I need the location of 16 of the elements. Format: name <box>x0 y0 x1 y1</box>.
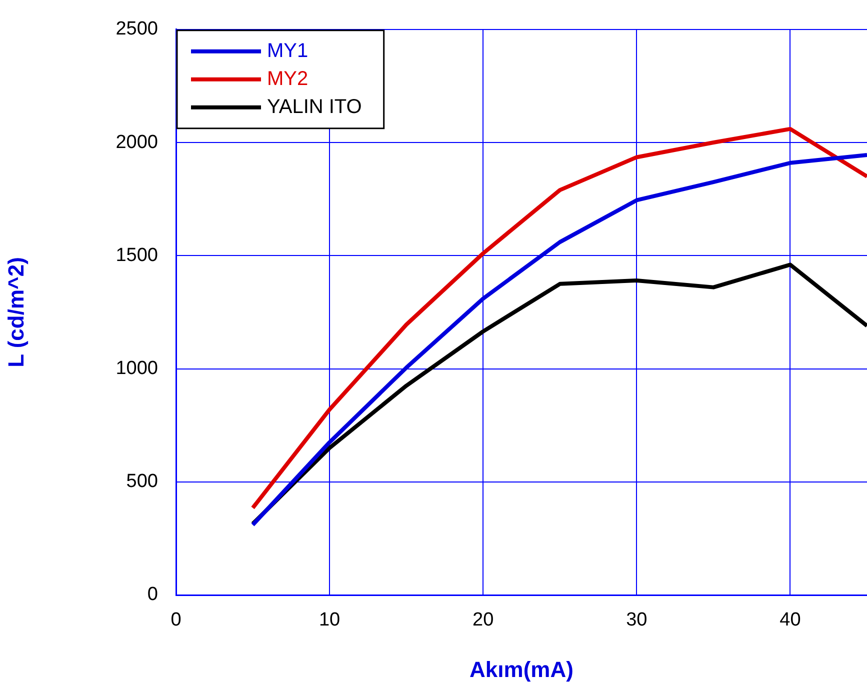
x-tick-label: 10 <box>318 610 340 631</box>
y-tick-label: 1000 <box>116 358 158 379</box>
x-tick-label: 40 <box>780 610 801 631</box>
y-tick-label: 1500 <box>116 244 158 266</box>
y-axis-title: L (cd/m^2) <box>3 257 28 368</box>
legend-label: MY1 <box>267 40 308 62</box>
x-tick-label: 0 <box>170 610 182 631</box>
legend-label: MY2 <box>267 68 308 90</box>
y-tick-label: 2500 <box>116 18 158 40</box>
x-tick-label: 20 <box>472 610 494 631</box>
legend-label: YALIN ITO <box>267 96 362 118</box>
x-axis-title: Akım(mA) <box>470 656 574 682</box>
y-tick-label: 0 <box>147 584 158 606</box>
y-tick-label: 2000 <box>116 132 158 153</box>
x-tick-label: 30 <box>626 610 648 631</box>
y-tick-label: 500 <box>126 471 158 492</box>
